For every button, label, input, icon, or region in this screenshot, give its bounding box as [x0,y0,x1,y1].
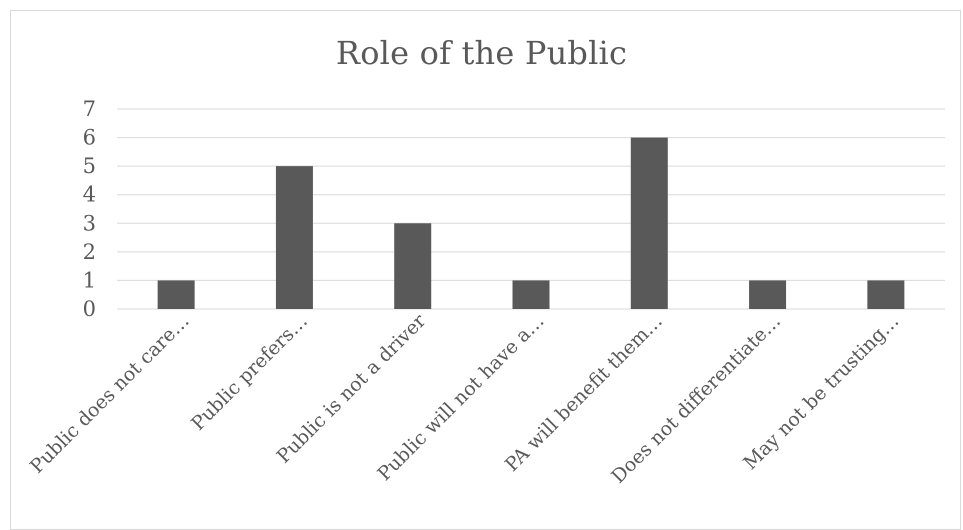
bar-7 [867,280,905,309]
bar-chart: 0 1 2 3 4 5 6 7 Public does not care…Public pre… [26,97,945,488]
bar-3 [394,223,432,309]
y-tick-label: 7 [83,97,96,121]
bar-6 [749,280,787,309]
chart-frame [10,10,961,530]
bar-5 [630,137,668,309]
bar-2 [275,166,313,309]
y-tick-label: 2 [83,240,96,264]
y-tick-label: 5 [83,154,96,178]
y-tick-label: 3 [83,211,96,235]
x-tick-label: Public prefers… [187,310,312,435]
bar-1 [157,280,195,309]
bar-4 [512,280,550,309]
bars [157,137,905,309]
y-tick-label: 4 [83,183,96,207]
y-tick-label: 0 [83,297,96,321]
x-tick-label: Public does not care… [26,310,194,478]
chart-title: Role of the Public [335,34,628,72]
y-tick-label: 1 [83,268,96,292]
x-axis-ticks: Public does not care…Public prefers…Publ… [26,309,904,488]
gridlines [117,108,945,310]
y-tick-label: 6 [83,126,96,150]
y-axis-ticks: 0 1 2 3 4 5 6 7 [83,97,96,321]
